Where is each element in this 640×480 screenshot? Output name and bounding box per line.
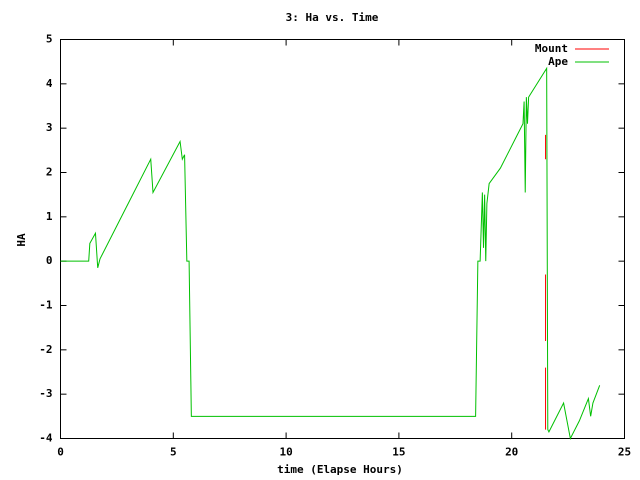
- x-tick-label: 0: [57, 446, 64, 459]
- y-tick-label: 1: [46, 210, 53, 223]
- x-tick-label: 10: [279, 446, 292, 459]
- y-tick-label: -3: [39, 387, 52, 400]
- legend-label: Mount: [535, 42, 568, 55]
- x-tick-label: 5: [170, 446, 177, 459]
- chart-title: 3: Ha vs. Time: [286, 11, 379, 24]
- x-tick-label: 25: [618, 446, 631, 459]
- x-tick-label: 15: [392, 446, 405, 459]
- y-tick-label: -2: [39, 343, 52, 356]
- y-tick-label: 5: [46, 33, 53, 46]
- y-tick-label: 0: [46, 254, 53, 267]
- y-axis-label: HA: [15, 233, 28, 247]
- data-line: [60, 66, 601, 441]
- y-tick-label: 2: [46, 166, 53, 179]
- y-tick-label: 3: [46, 121, 53, 134]
- x-tick-label: 20: [505, 446, 518, 459]
- legend-label: Ape: [548, 55, 568, 68]
- y-tick-label: 4: [46, 77, 53, 90]
- y-tick-label: -4: [39, 432, 53, 445]
- y-tick-label: -1: [39, 299, 53, 312]
- x-axis-label: time (Elapse Hours): [277, 463, 403, 476]
- plot-border: [60, 39, 625, 439]
